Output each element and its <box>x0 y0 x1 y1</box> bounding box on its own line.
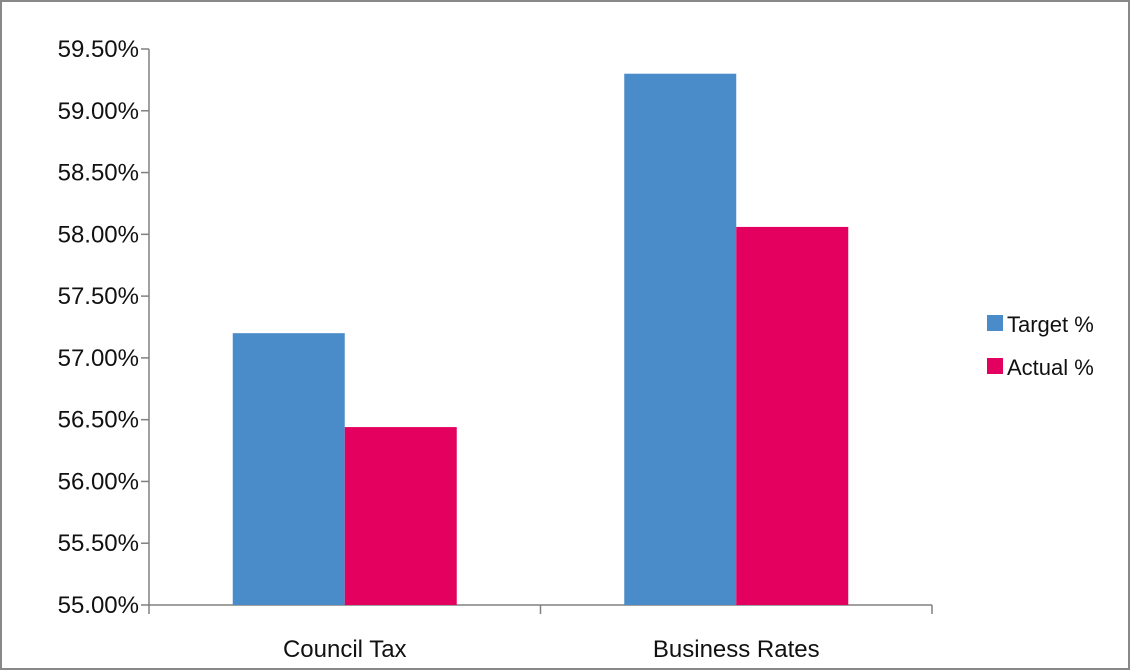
legend-label: Target % <box>1007 312 1094 337</box>
legend-swatch <box>987 315 1003 331</box>
y-tick-label: 57.50% <box>58 283 139 310</box>
y-tick-label: 58.50% <box>58 160 139 187</box>
y-tick-label: 55.00% <box>58 592 139 619</box>
bar-actual <box>344 427 457 605</box>
bar-target <box>624 73 737 605</box>
y-tick-label: 58.00% <box>58 221 139 248</box>
x-category-label: Business Rates <box>653 636 820 663</box>
legend-label: Actual % <box>1007 355 1094 380</box>
x-category-label: Council Tax <box>283 636 407 663</box>
y-tick-label: 59.50% <box>58 36 139 63</box>
legend-swatch <box>987 358 1003 374</box>
y-tick-label: 57.00% <box>58 345 139 372</box>
bars <box>232 73 849 606</box>
legend: Target % Actual % <box>987 312 1094 380</box>
y-tick-label: 56.00% <box>58 468 139 495</box>
bar-actual <box>736 226 849 606</box>
y-tick-label: 56.50% <box>58 407 139 434</box>
bar-target <box>232 333 345 605</box>
x-axis: Council Tax Business Rates <box>148 604 933 663</box>
y-axis: 55.00% 55.50% 56.00% 56.50% 57.00% 57.50% 58.0… <box>58 36 150 619</box>
y-tick-label: 59.00% <box>58 98 139 125</box>
y-tick-label: 55.50% <box>58 530 139 557</box>
